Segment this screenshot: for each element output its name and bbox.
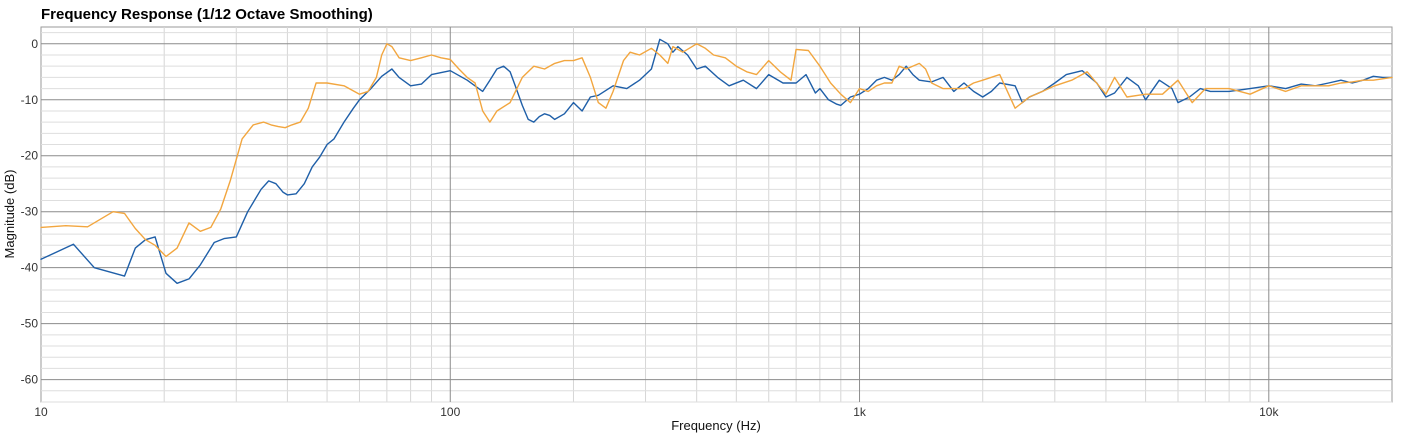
series-line-2: [40, 43, 1393, 258]
tick-labels: 10 100 1k 10k 0 -10 -20 -30 -40 -50 -60: [21, 37, 1280, 419]
x-tick-label: 100: [440, 405, 460, 419]
series-layer: [40, 38, 1393, 284]
chart-title: Frequency Response (1/12 Octave Smoothin…: [41, 6, 373, 23]
y-tick-label: -30: [21, 205, 39, 219]
x-tick-label: 1k: [853, 405, 867, 419]
y-tick-label: 0: [31, 37, 38, 51]
y-axis-label: Magnitude (dB): [2, 170, 17, 259]
minor-grid: [41, 27, 1392, 403]
x-tick-label: 10: [34, 405, 48, 419]
y-tick-label: -60: [21, 373, 39, 387]
y-tick-label: -10: [21, 93, 39, 107]
x-tick-label: 10k: [1259, 405, 1279, 419]
major-grid: [41, 27, 1392, 402]
x-axis-label: Frequency (Hz): [671, 418, 761, 433]
y-tick-label: -50: [21, 317, 39, 331]
y-tick-label: -40: [21, 261, 39, 275]
y-tick-label: -20: [21, 149, 39, 163]
series-line-1: [40, 38, 1393, 284]
